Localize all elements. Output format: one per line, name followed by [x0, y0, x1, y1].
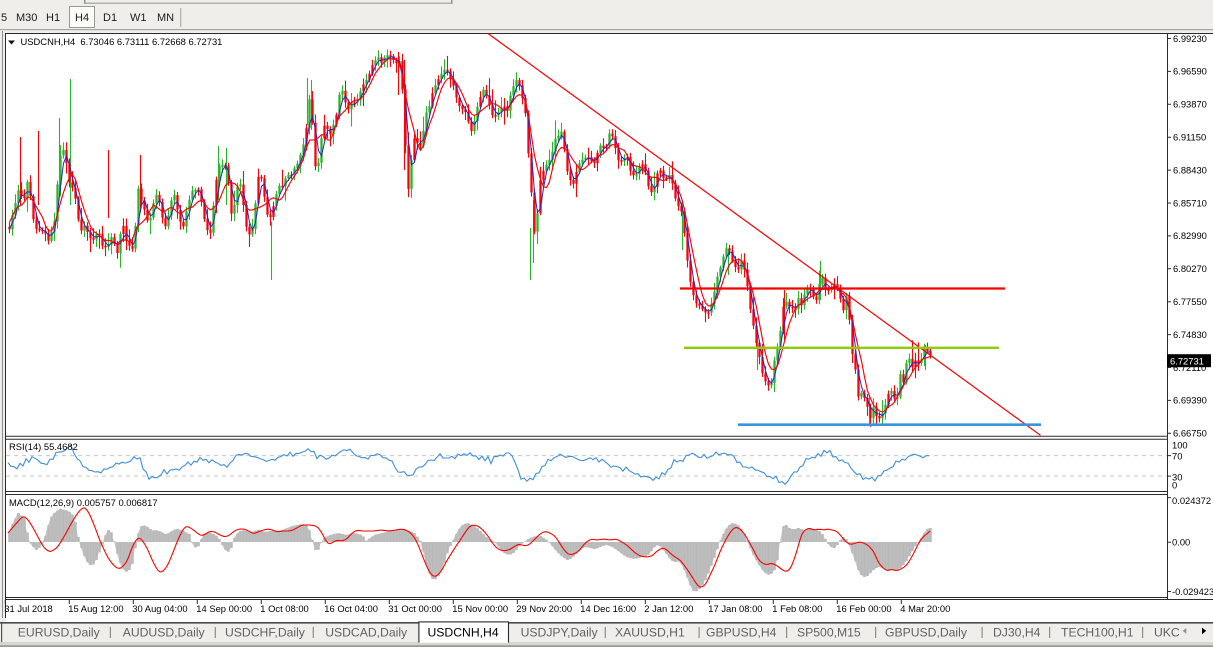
svg-text:GBPUSD,Daily: GBPUSD,Daily — [885, 626, 968, 640]
svg-text:6.88430: 6.88430 — [1173, 164, 1207, 175]
svg-text:H1: H1 — [46, 12, 60, 24]
svg-text:15 Aug 12:00: 15 Aug 12:00 — [68, 603, 123, 614]
svg-text:-0.029423: -0.029423 — [1172, 586, 1213, 597]
svg-text:USDCHF,Daily: USDCHF,Daily — [225, 626, 306, 640]
svg-text:6.93870: 6.93870 — [1173, 99, 1207, 110]
svg-text:2 Jan 12:00: 2 Jan 12:00 — [644, 603, 693, 614]
svg-text:29 Nov 20:00: 29 Nov 20:00 — [516, 603, 572, 614]
svg-text:16 Feb 00:00: 16 Feb 00:00 — [836, 603, 891, 614]
svg-text:USDCNH,H4: USDCNH,H4 — [428, 626, 499, 640]
svg-text:H4: H4 — [75, 12, 89, 24]
svg-text:AUDUSD,Daily: AUDUSD,Daily — [123, 626, 206, 640]
svg-text:XAUUSD,H1: XAUUSD,H1 — [615, 626, 685, 640]
svg-text:6.99230: 6.99230 — [1173, 33, 1207, 44]
svg-text:30 Aug 04:00: 30 Aug 04:00 — [132, 603, 187, 614]
svg-text:6.82990: 6.82990 — [1173, 230, 1207, 241]
svg-text:6.80270: 6.80270 — [1173, 263, 1207, 274]
svg-text:D1: D1 — [103, 12, 117, 24]
svg-text:M30: M30 — [16, 12, 37, 24]
svg-text:EURUSD,Daily: EURUSD,Daily — [18, 626, 101, 640]
svg-text:6.69390: 6.69390 — [1173, 395, 1207, 406]
svg-text:SP500,M15: SP500,M15 — [797, 626, 861, 640]
svg-text:14 Dec 16:00: 14 Dec 16:00 — [580, 603, 636, 614]
svg-text:6.66750: 6.66750 — [1173, 428, 1207, 439]
svg-text:RSI(14) 55.4682: RSI(14) 55.4682 — [9, 441, 78, 452]
svg-text:TECH100,H1: TECH100,H1 — [1061, 626, 1134, 640]
svg-text:UKC: UKC — [1154, 626, 1180, 640]
svg-text:USDJPY,Daily: USDJPY,Daily — [521, 626, 599, 640]
svg-text:W1: W1 — [130, 12, 147, 24]
svg-text:70: 70 — [1172, 451, 1182, 462]
svg-text:6.72731: 6.72731 — [1170, 355, 1204, 366]
svg-text:6.91150: 6.91150 — [1173, 132, 1206, 143]
svg-text:6.74830: 6.74830 — [1173, 329, 1207, 340]
svg-text:14 Sep 00:00: 14 Sep 00:00 — [196, 603, 252, 614]
svg-text:6.85710: 6.85710 — [1173, 197, 1207, 208]
svg-text:0.024372: 0.024372 — [1172, 495, 1211, 506]
svg-text:4 Mar 20:00: 4 Mar 20:00 — [900, 603, 950, 614]
svg-text:DJ30,H4: DJ30,H4 — [993, 626, 1041, 640]
svg-text:6.72110: 6.72110 — [1173, 362, 1206, 373]
svg-text:31 Jul 2018: 31 Jul 2018 — [4, 603, 52, 614]
svg-text:5: 5 — [1, 12, 7, 24]
svg-text:USDCNH,H4 6.73046 6.73111 6.7: USDCNH,H4 6.73046 6.73111 6.72668 6.7273… — [21, 36, 223, 47]
svg-text:USDCAD,Daily: USDCAD,Daily — [325, 626, 408, 640]
svg-text:100: 100 — [1172, 440, 1188, 451]
svg-text:6.77550: 6.77550 — [1173, 296, 1207, 307]
svg-text:GBPUSD,H4: GBPUSD,H4 — [706, 626, 777, 640]
svg-text:0.00: 0.00 — [1172, 537, 1190, 548]
svg-text:MN: MN — [157, 12, 174, 24]
svg-text:1 Oct 08:00: 1 Oct 08:00 — [260, 603, 308, 614]
svg-text:MACD(12,26,9) 0.005757 0.00681: MACD(12,26,9) 0.005757 0.006817 — [9, 497, 158, 508]
svg-text:30: 30 — [1172, 471, 1182, 482]
svg-text:31 Oct 00:00: 31 Oct 00:00 — [388, 603, 442, 614]
svg-text:15 Nov 00:00: 15 Nov 00:00 — [452, 603, 508, 614]
svg-text:17 Jan 08:00: 17 Jan 08:00 — [708, 603, 762, 614]
svg-text:6.96590: 6.96590 — [1173, 66, 1207, 77]
svg-text:1 Feb 08:00: 1 Feb 08:00 — [772, 603, 822, 614]
svg-text:0: 0 — [1172, 480, 1177, 491]
svg-text:16 Oct 04:00: 16 Oct 04:00 — [324, 603, 378, 614]
